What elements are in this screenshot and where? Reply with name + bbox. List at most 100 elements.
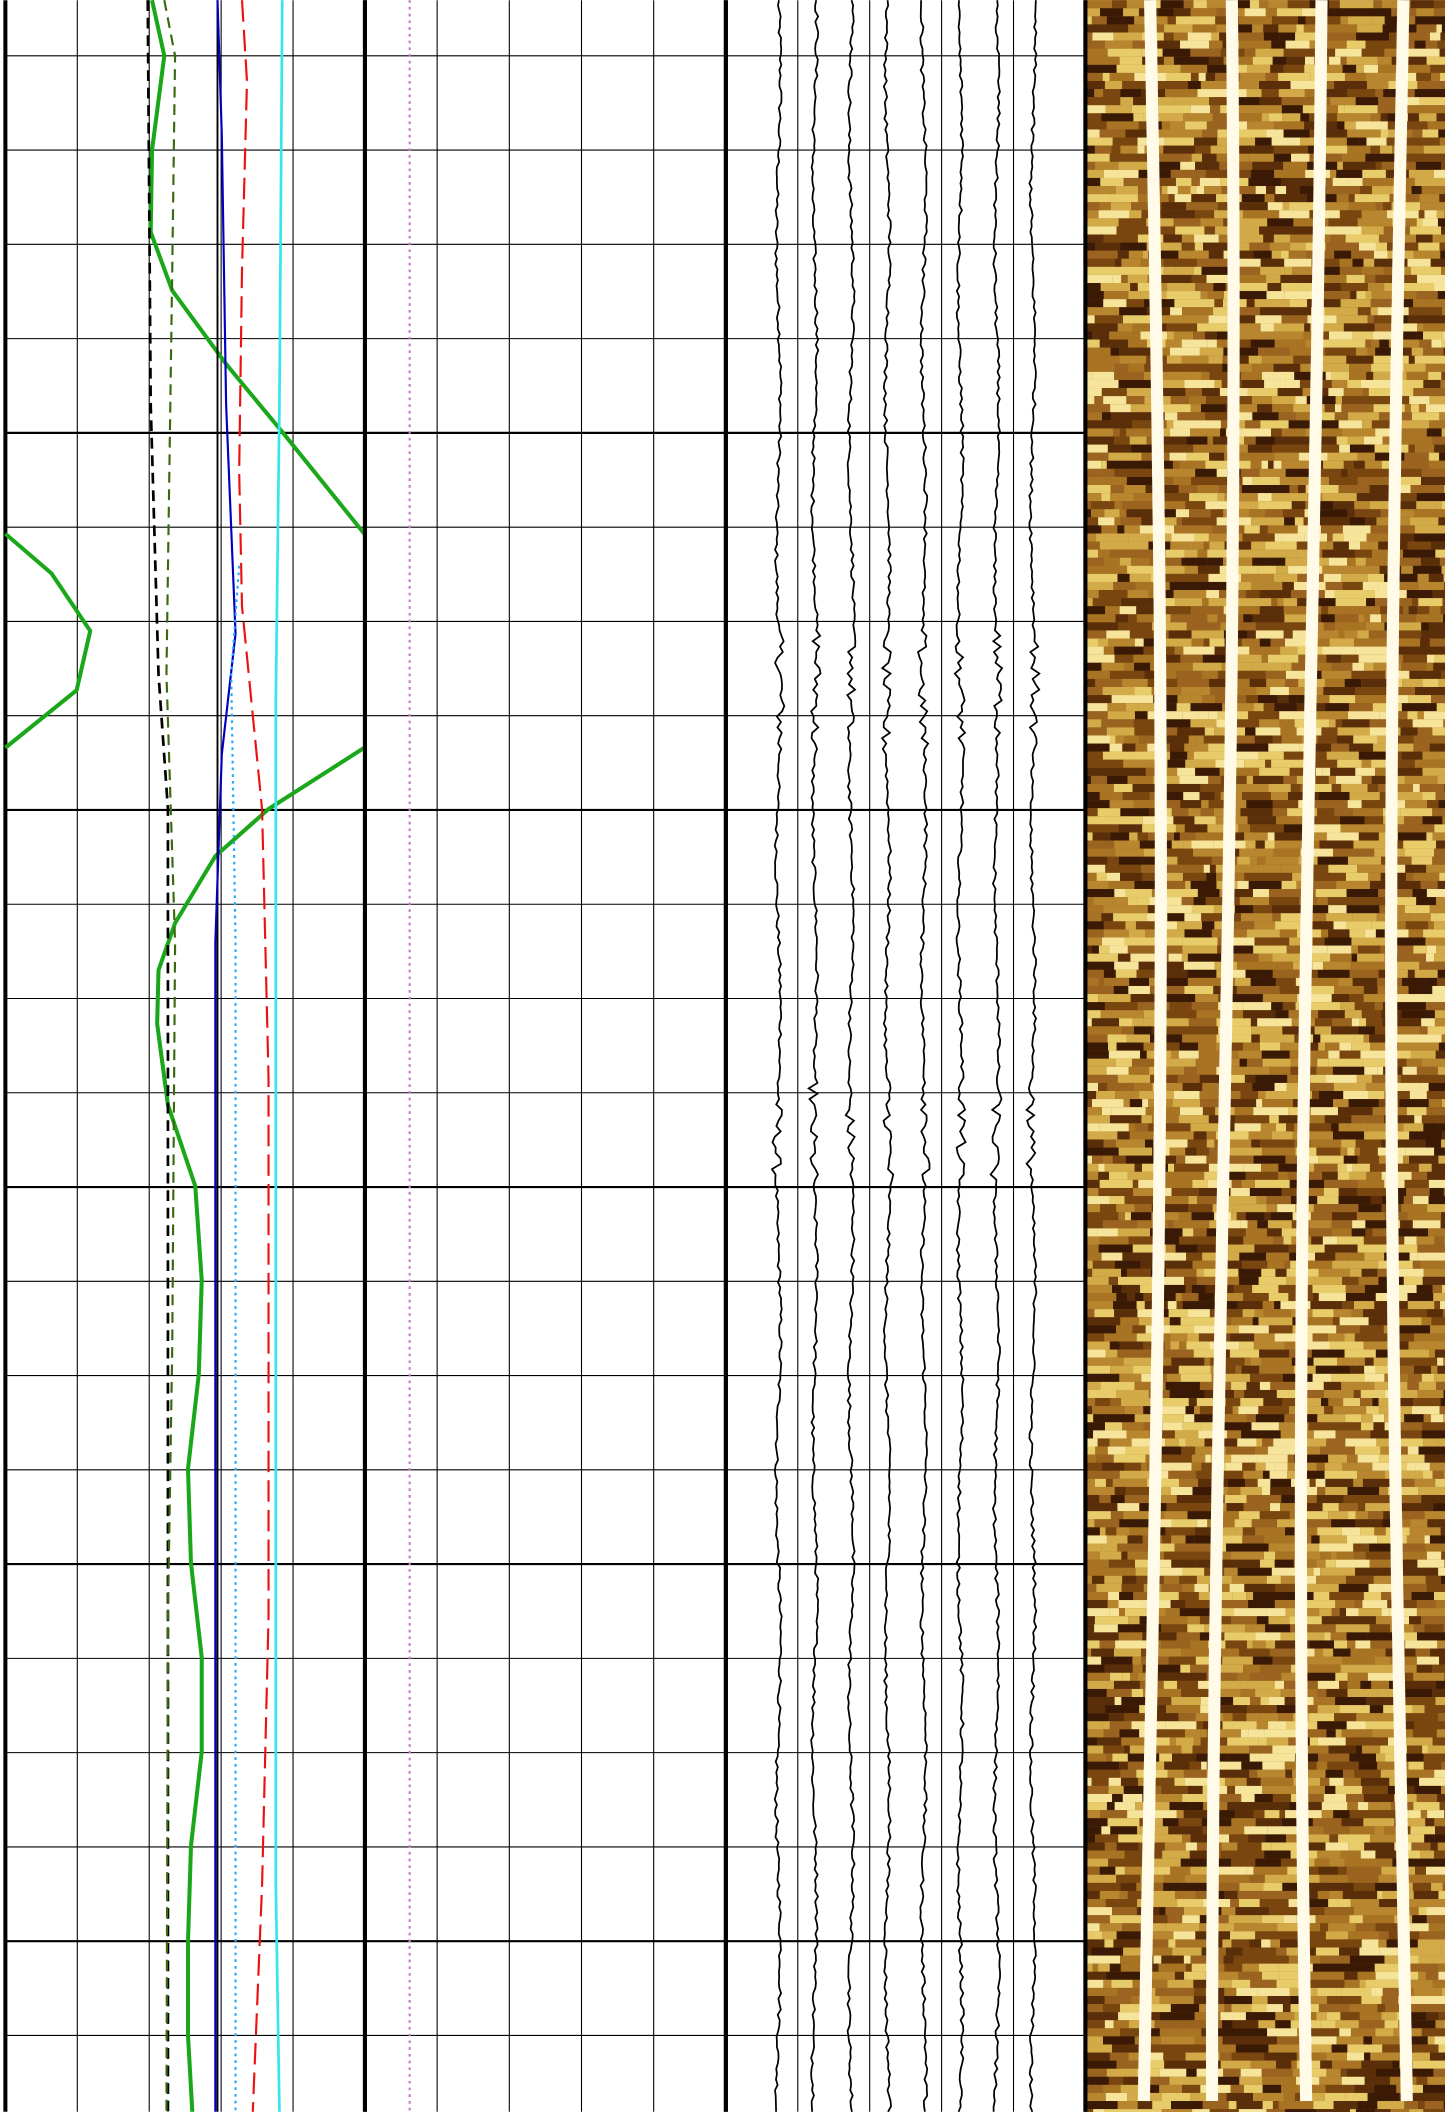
image-pixel <box>1239 1058 1247 1067</box>
image-pixel <box>1255 436 1275 445</box>
image-pixel <box>1252 662 1285 671</box>
image-pixel <box>1163 1882 1183 1891</box>
image-pixel <box>1185 1406 1195 1415</box>
image-pixel <box>1153 1818 1163 1827</box>
image-pixel <box>1267 202 1283 211</box>
image-pixel <box>1417 323 1424 332</box>
image-pixel <box>1109 670 1145 679</box>
image-pixel <box>1179 1341 1187 1350</box>
image-pixel <box>1425 404 1445 413</box>
image-pixel <box>1182 1583 1195 1592</box>
image-pixel <box>1337 1107 1373 1116</box>
image-pixel <box>1120 872 1143 881</box>
image-pixel <box>1307 1131 1333 1140</box>
image-pixel <box>1405 800 1428 809</box>
image-pixel <box>1116 1931 1142 1940</box>
image-pixel <box>1174 525 1193 534</box>
image-pixel <box>1355 1511 1368 1520</box>
image-pixel <box>1335 1697 1367 1706</box>
image-pixel <box>1235 1074 1245 1083</box>
image-pixel <box>1181 687 1211 696</box>
image-pixel <box>1435 2020 1445 2029</box>
image-pixel <box>1205 412 1234 421</box>
image-pixel <box>1258 1737 1267 1746</box>
image-pixel <box>1311 355 1347 364</box>
image-pixel <box>1095 2076 1109 2085</box>
image-pixel <box>1436 1381 1445 1390</box>
image-pixel <box>1246 1705 1277 1714</box>
image-pixel <box>1404 775 1438 784</box>
image-pixel <box>1272 1745 1297 1754</box>
image-pixel <box>1412 1260 1421 1269</box>
image-pixel <box>1126 1430 1150 1439</box>
image-pixel <box>1254 1793 1273 1803</box>
image-pixel <box>1338 1187 1358 1197</box>
image-pixel <box>1085 1422 1105 1431</box>
image-pixel <box>1249 1066 1270 1075</box>
image-pixel <box>1316 1495 1344 1504</box>
image-pixel <box>1085 1123 1100 1132</box>
image-pixel <box>1193 1228 1207 1237</box>
image-pixel <box>1157 1293 1176 1302</box>
image-pixel <box>1308 1810 1322 1819</box>
image-pixel <box>1275 186 1287 195</box>
image-pixel <box>1412 565 1442 574</box>
image-pixel <box>1360 379 1395 389</box>
image-pixel <box>1441 355 1445 364</box>
image-pixel <box>1346 40 1366 49</box>
image-pixel <box>1085 1591 1109 1601</box>
image-pixel <box>1224 493 1258 502</box>
image-pixel <box>1165 1907 1184 1916</box>
image-pixel <box>1231 1381 1247 1390</box>
image-pixel <box>1441 1608 1445 1617</box>
image-pixel <box>1345 1963 1375 1972</box>
image-pixel <box>1307 1979 1328 1988</box>
image-pixel <box>1191 153 1203 162</box>
image-pixel <box>1339 0 1374 9</box>
image-pixel <box>1154 1252 1187 1261</box>
image-pixel <box>1432 234 1445 243</box>
image-pixel <box>1165 1131 1194 1140</box>
image-pixel <box>1418 1971 1426 1980</box>
image-pixel <box>1280 1147 1296 1156</box>
image-pixel <box>1178 485 1198 494</box>
image-pixel <box>1277 1519 1298 1528</box>
image-pixel <box>1409 1527 1441 1536</box>
image-pixel <box>1111 1107 1146 1116</box>
image-pixel <box>1266 2004 1283 2013</box>
image-pixel <box>1273 121 1305 130</box>
image-pixel <box>1273 234 1291 243</box>
image-pixel <box>1353 735 1378 744</box>
image-pixel <box>1375 1971 1405 1980</box>
image-pixel <box>1262 994 1298 1003</box>
image-pixel <box>1413 1624 1425 1633</box>
image-pixel <box>1118 856 1143 865</box>
image-pixel <box>1131 557 1150 566</box>
image-pixel <box>1085 1187 1099 1197</box>
image-pixel <box>1233 80 1260 90</box>
image-pixel <box>1085 1486 1115 1496</box>
image-pixel <box>1294 444 1319 453</box>
image-pixel <box>1353 840 1388 849</box>
image-pixel <box>1241 428 1272 437</box>
image-pixel <box>1108 1559 1135 1568</box>
image-pixel <box>1108 1777 1121 1786</box>
image-pixel <box>1425 2092 1445 2102</box>
image-pixel <box>1197 485 1219 494</box>
image-pixel <box>1250 1672 1282 1681</box>
image-pixel <box>1422 315 1445 324</box>
image-pixel <box>1372 1228 1394 1237</box>
image-pixel <box>1274 832 1308 841</box>
image-pixel <box>1085 1454 1097 1463</box>
image-pixel <box>1365 1220 1394 1229</box>
image-pixel <box>1112 137 1138 146</box>
image-pixel <box>1155 1664 1181 1673</box>
image-pixel <box>1435 1050 1445 1059</box>
image-pixel <box>1421 1495 1445 1504</box>
image-pixel <box>1257 1923 1278 1932</box>
image-pixel <box>1332 177 1348 187</box>
image-pixel <box>1120 1769 1137 1778</box>
image-pixel <box>1241 1793 1255 1803</box>
image-pixel <box>1190 1123 1221 1132</box>
image-pixel <box>1085 735 1111 744</box>
